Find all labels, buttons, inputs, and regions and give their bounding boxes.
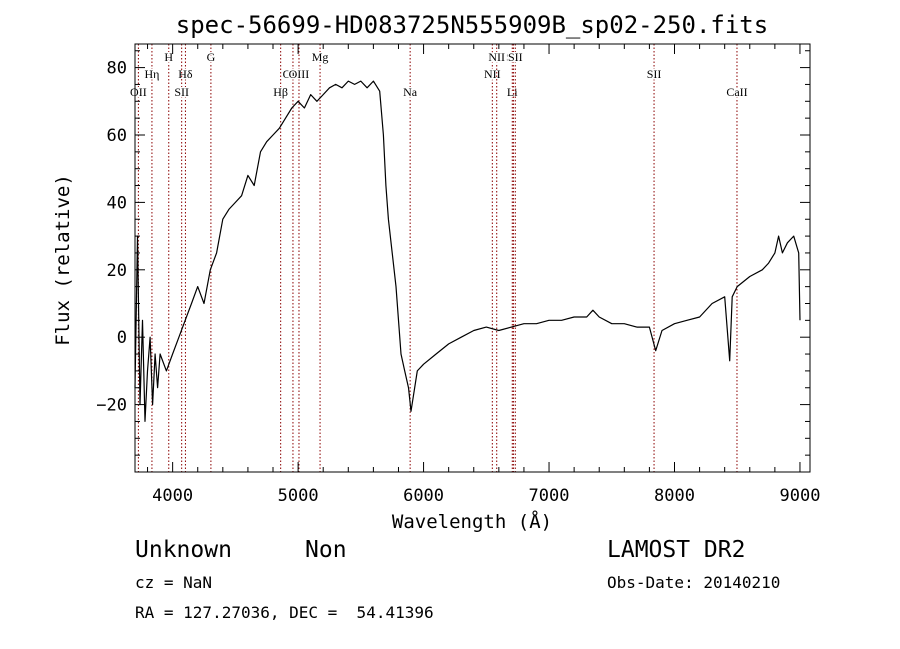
x-tick-label: 9000 (779, 486, 820, 506)
line-marker-label: OIII (289, 67, 310, 81)
x-tick-label: 6000 (403, 486, 444, 506)
line-marker-label: H (164, 50, 173, 64)
line-marker-label: CaII (726, 85, 747, 99)
plot-axes: 4000 5000 6000 7000 8000 9000 −20 0 20 40 60 80 (96, 43, 820, 506)
x-tick-label: 8000 (654, 486, 695, 506)
x-axis-label: Wavelength (Å) (392, 510, 552, 533)
line-marker-label: G (207, 50, 216, 64)
spectrum-series (134, 80, 801, 422)
spectrum-line (134, 80, 801, 422)
survey-name: LAMOST DR2 (607, 537, 746, 563)
x-tick-label: 5000 (278, 486, 319, 506)
y-tick-label: −20 (96, 396, 127, 416)
x-tick-label: 7000 (529, 486, 570, 506)
line-marker-label: SII (174, 85, 189, 99)
redshift-value: cz = NaN (135, 573, 213, 592)
line-marker-label: Na (403, 85, 418, 99)
object-subclass: Non (305, 537, 347, 563)
y-tick-label: 40 (107, 193, 127, 213)
line-marker-label: Hβ (273, 85, 288, 99)
y-tick-label: 20 (107, 261, 127, 281)
line-marker-label: Mg (312, 50, 329, 64)
line-marker-label: OII (130, 85, 147, 99)
object-class: Unknown (135, 537, 232, 563)
line-marker-label: SII (647, 67, 662, 81)
line-marker-label: SII (506, 50, 521, 64)
line-marker-label: Hδ (178, 67, 193, 81)
spectral-line-markers: OIIHηHHδSIIGHβOIIIOIIIMgNaNIINIILiSIISII… (129, 44, 749, 472)
y-tick-label: 80 (107, 59, 127, 79)
line-marker-label: NII (484, 67, 501, 81)
y-axis-label: Flux (relative) (52, 174, 74, 346)
y-tick-label: 60 (107, 126, 127, 146)
y-tick-label: 0 (117, 328, 127, 348)
coordinates: RA = 127.27036, DEC = 54.41396 (135, 603, 434, 622)
line-marker-label: NII (488, 50, 505, 64)
line-marker-label: SII (508, 50, 523, 64)
x-tick-label: 4000 (152, 486, 193, 506)
line-marker-label: Hη (144, 67, 159, 81)
observation-date: Obs-Date: 20140210 (607, 573, 781, 592)
line-marker-label: Li (507, 85, 518, 99)
plot-frame (134, 43, 811, 473)
chart-title: spec-56699-HD083725N555909B_sp02-250.fit… (176, 11, 768, 39)
